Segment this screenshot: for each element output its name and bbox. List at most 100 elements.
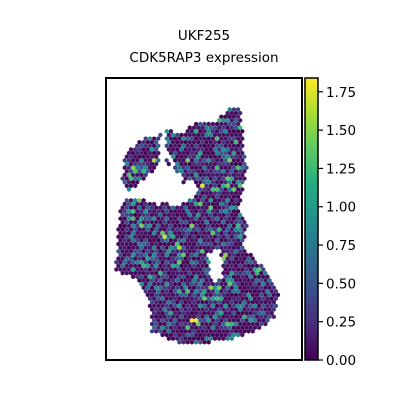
- spot-marker: [240, 325, 245, 331]
- spot-marker: [229, 183, 234, 189]
- spot-marker: [200, 212, 205, 218]
- spot-marker: [210, 288, 215, 294]
- spot-marker: [137, 256, 142, 261]
- spot-marker: [164, 274, 169, 280]
- spot-marker: [170, 263, 176, 269]
- spot-marker: [191, 321, 197, 327]
- spot-marker: [200, 190, 205, 196]
- spot-marker: [244, 303, 249, 309]
- spot-marker: [236, 208, 241, 214]
- spot-marker: [126, 245, 131, 251]
- spot-marker: [143, 165, 148, 171]
- spot-marker: [177, 136, 182, 141]
- spot-marker: [242, 154, 247, 160]
- spot-marker: [189, 216, 194, 221]
- spot-marker: [252, 310, 257, 316]
- spot-marker: [187, 241, 192, 247]
- spot-marker: [210, 158, 215, 163]
- spot-marker: [206, 296, 211, 301]
- spot-marker: [141, 285, 146, 291]
- spot-marker: [217, 161, 222, 167]
- spot-marker: [202, 216, 207, 221]
- spot-marker: [189, 310, 194, 316]
- spot-marker: [189, 325, 194, 331]
- spot-marker: [147, 274, 152, 280]
- spot-marker: [267, 292, 272, 298]
- spot-marker: [225, 256, 230, 261]
- spot-marker: [187, 270, 192, 276]
- spot-marker: [133, 154, 138, 160]
- spot-marker: [215, 230, 220, 236]
- spot-marker: [219, 179, 224, 185]
- spot-marker: [200, 154, 205, 160]
- spot-marker: [259, 314, 264, 320]
- spot-marker: [168, 274, 173, 280]
- spot-marker: [175, 234, 180, 240]
- spot-marker: [200, 219, 205, 225]
- spot-marker: [189, 288, 194, 294]
- spot-marker: [215, 136, 220, 141]
- spot-marker: [219, 288, 224, 294]
- spot-marker: [212, 234, 218, 240]
- spot-layer: [114, 107, 281, 345]
- spot-marker: [215, 238, 220, 243]
- spot-marker: [225, 248, 230, 254]
- spot-marker: [200, 256, 205, 261]
- spot-marker: [135, 165, 140, 171]
- spot-marker: [200, 241, 205, 247]
- spot-marker: [141, 212, 146, 218]
- spot-marker: [166, 248, 171, 254]
- spot-marker: [210, 136, 215, 141]
- spot-marker: [229, 154, 234, 160]
- spot-marker: [149, 168, 155, 174]
- spot-marker: [126, 201, 131, 207]
- spot-marker: [206, 208, 211, 214]
- spot-marker: [156, 252, 161, 258]
- spot-marker: [238, 161, 243, 167]
- spot-marker: [135, 274, 140, 280]
- spot-marker: [217, 154, 222, 160]
- spot-marker: [202, 267, 207, 272]
- spot-marker: [233, 314, 239, 320]
- spot-marker: [254, 285, 260, 291]
- spot-marker: [173, 281, 178, 287]
- spot-marker: [215, 165, 220, 171]
- spot-marker: [227, 288, 232, 294]
- spot-marker: [173, 143, 178, 149]
- spot-marker: [162, 227, 167, 232]
- spot-marker: [221, 307, 226, 312]
- spot-marker: [185, 303, 190, 309]
- spot-marker: [183, 256, 188, 261]
- spot-marker: [126, 259, 131, 265]
- spot-marker: [120, 241, 125, 247]
- spot-marker: [219, 303, 224, 309]
- spot-marker: [194, 259, 199, 265]
- spot-marker: [212, 227, 218, 232]
- spot-marker: [200, 292, 205, 298]
- spot-marker: [177, 252, 182, 258]
- spot-marker: [242, 168, 247, 174]
- spot-marker: [175, 147, 180, 152]
- spot-marker: [139, 281, 144, 287]
- spot-marker: [116, 241, 121, 247]
- spot-marker: [219, 165, 224, 171]
- spot-marker: [208, 285, 213, 291]
- spot-marker: [217, 241, 222, 247]
- spot-marker: [168, 230, 173, 236]
- spot-marker: [154, 154, 159, 160]
- spot-marker: [236, 223, 241, 229]
- spot-marker: [164, 230, 169, 236]
- spot-marker: [238, 139, 243, 145]
- spot-marker: [179, 285, 184, 291]
- spot-marker: [210, 238, 215, 243]
- spot-marker: [267, 299, 272, 305]
- spot-marker: [149, 234, 155, 240]
- spot-marker: [191, 227, 197, 232]
- spot-marker: [135, 259, 140, 265]
- spot-marker: [219, 281, 224, 287]
- spot-marker: [158, 278, 163, 283]
- spot-marker: [145, 285, 150, 291]
- spot-marker: [210, 325, 215, 331]
- spot-marker: [206, 128, 211, 134]
- spot-marker: [152, 223, 157, 229]
